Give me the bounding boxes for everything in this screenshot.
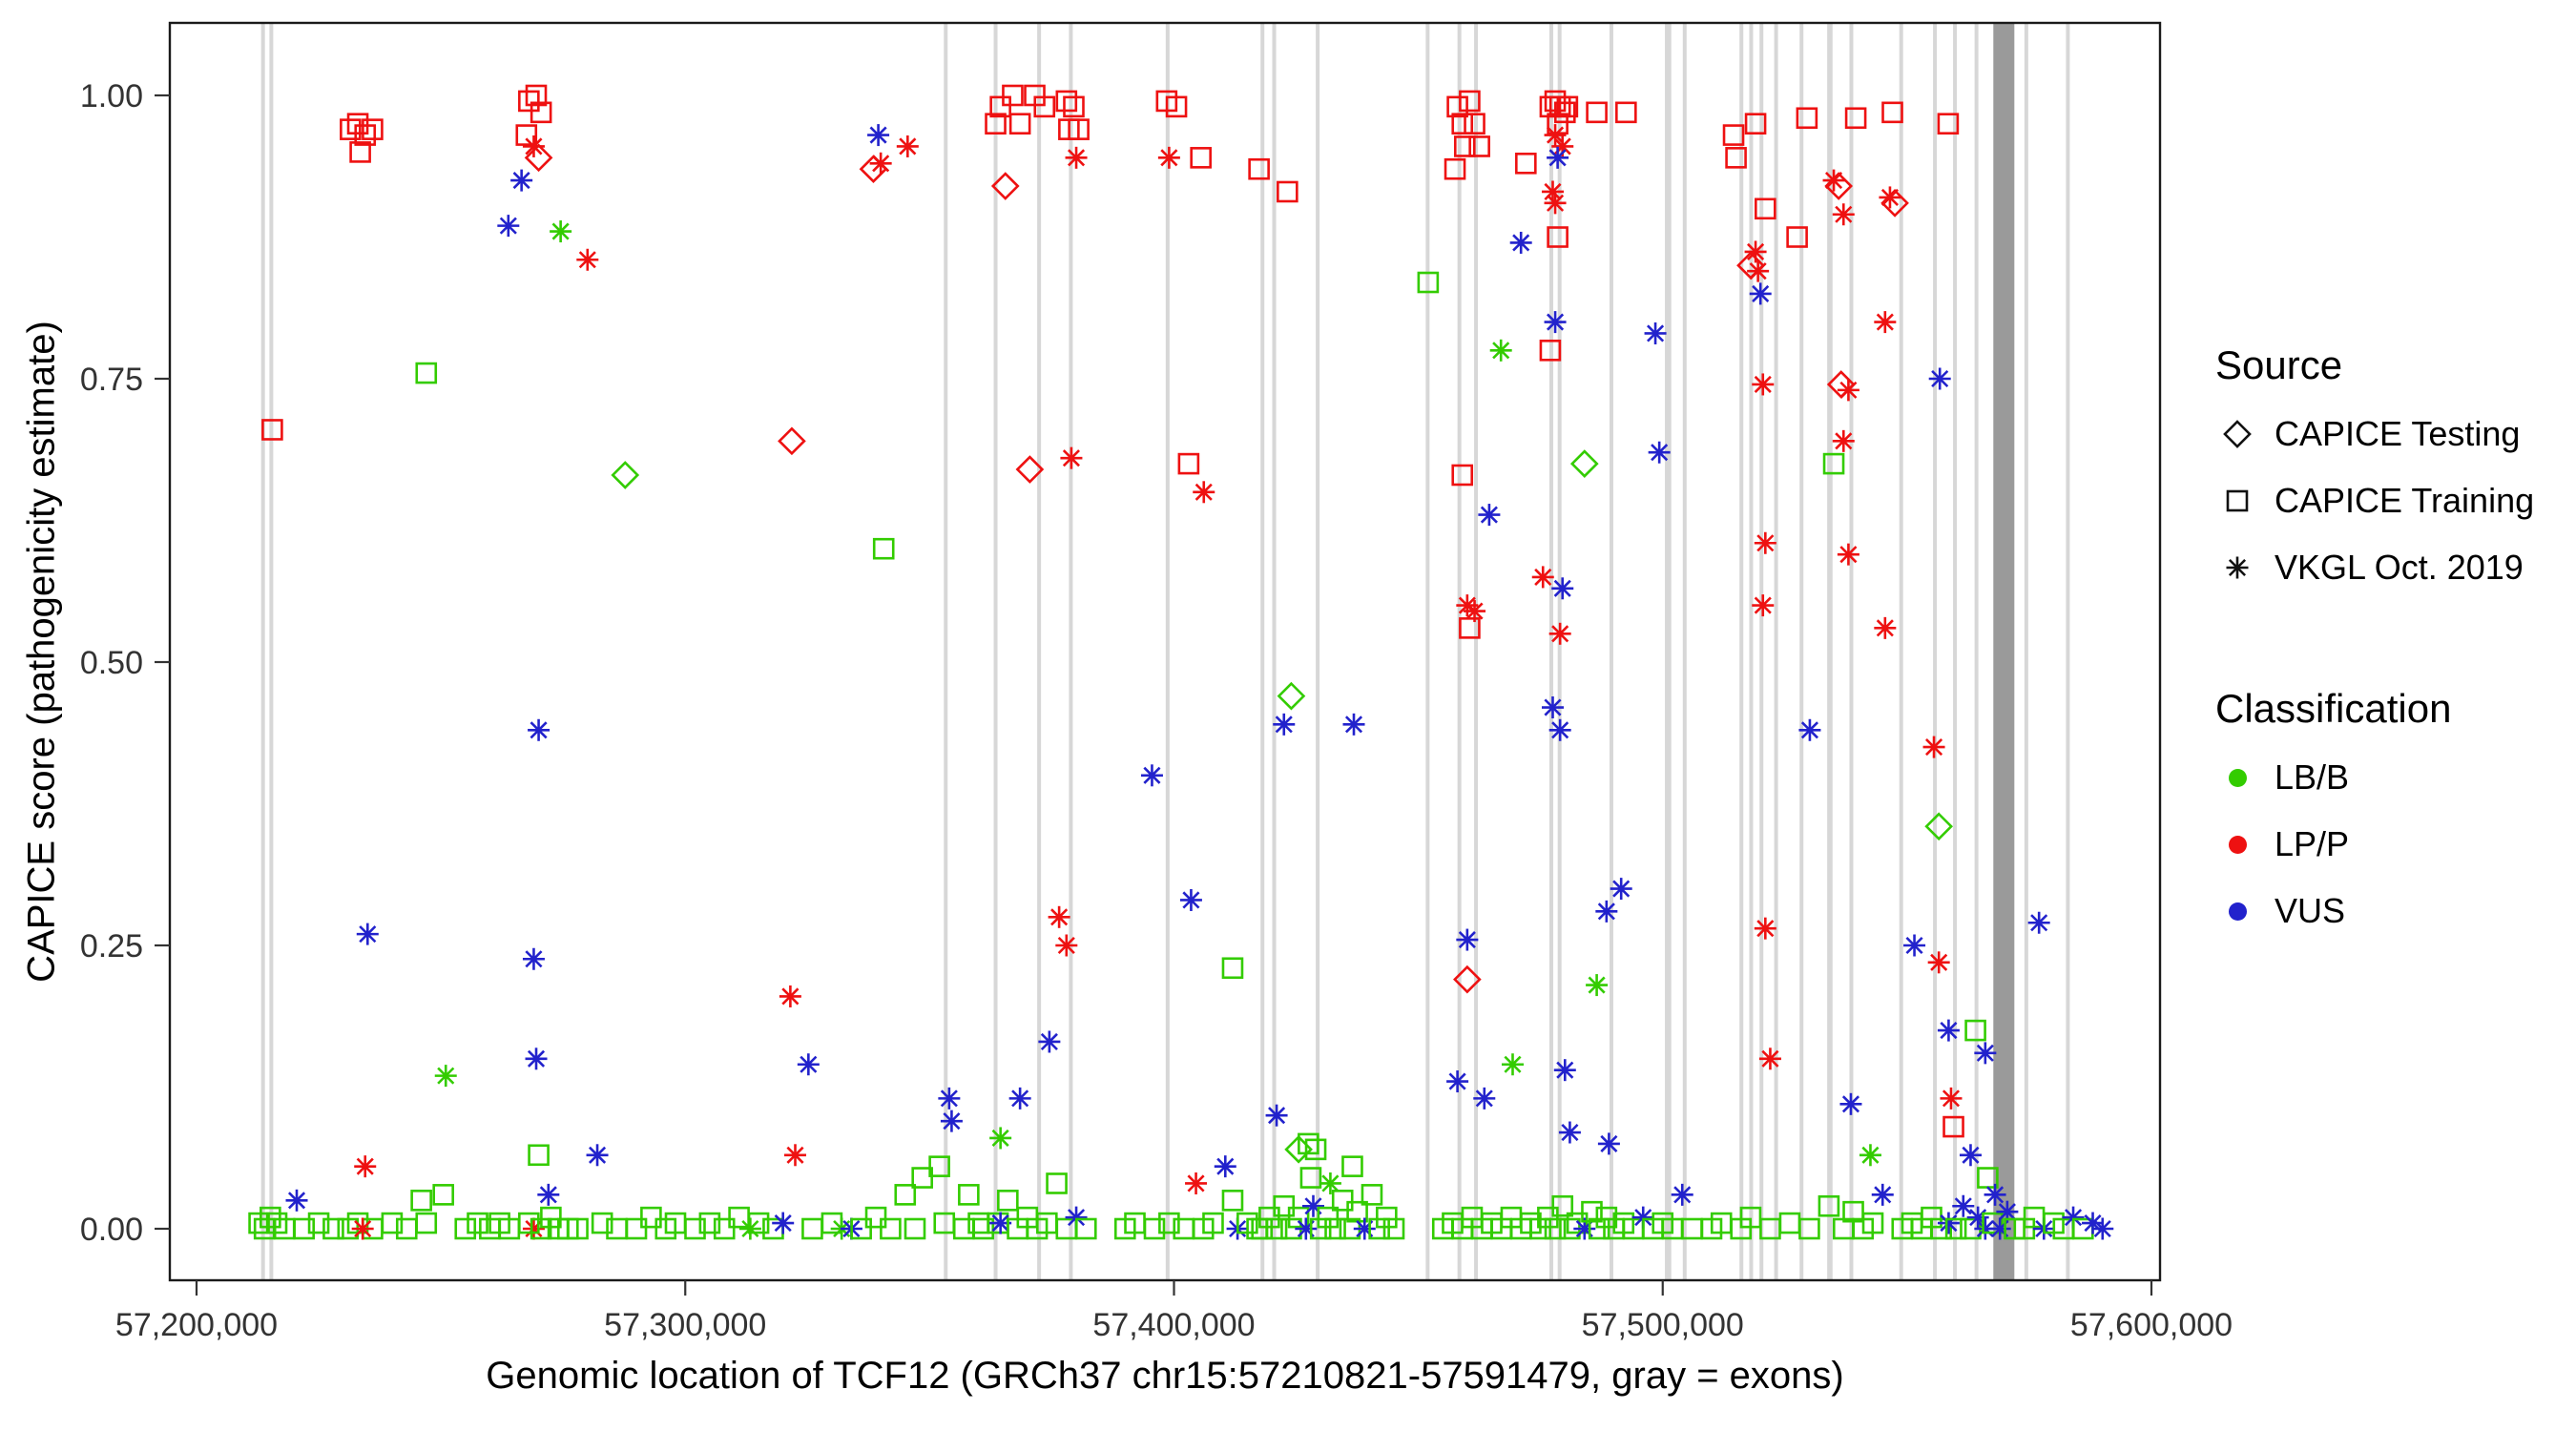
svg-text:57,200,000: 57,200,000 [115,1307,278,1343]
legend-classification-title: Classification [2215,686,2452,731]
legend-item-lbb: LB/B [2215,756,2534,799]
svg-text:0.25: 0.25 [80,928,143,964]
legend: Source CAPICE Testing CAPICE Training VK… [2215,342,2534,933]
legend-item-label: LP/P [2275,824,2350,863]
svg-text:57,400,000: 57,400,000 [1092,1307,1255,1343]
legend-item-label: LB/B [2275,757,2350,797]
legend-source-title: Source [2215,342,2343,387]
legend-item-lpp: LP/P [2215,822,2534,866]
svg-text:57,600,000: 57,600,000 [2070,1307,2233,1343]
svg-text:57,500,000: 57,500,000 [1582,1307,1744,1343]
svg-text:0.00: 0.00 [80,1212,143,1248]
legend-item-label: VUS [2275,891,2346,930]
svg-text:0.50: 0.50 [80,645,143,681]
red-dot-icon [2215,822,2259,866]
diamond-icon [2215,412,2259,456]
y-axis-title: CAPICE score (pathogenicity estimate) [20,321,63,983]
legend-item-vkgl: VKGL Oct. 2019 [2215,546,2534,590]
svg-text:0.75: 0.75 [80,362,143,398]
svg-text:57,300,000: 57,300,000 [604,1307,766,1343]
legend-item-capice-testing: CAPICE Testing [2215,412,2534,456]
svg-text:1.00: 1.00 [80,78,143,114]
green-dot-icon [2215,756,2259,799]
asterisk-icon [2215,546,2259,590]
legend-item-vus: VUS [2215,889,2534,933]
x-axis-title: Genomic location of TCF12 (GRCh37 chr15:… [486,1355,1844,1397]
square-icon [2215,479,2259,523]
legend-item-label: VKGL Oct. 2019 [2275,548,2524,587]
blue-dot-icon [2215,889,2259,933]
legend-item-capice-training: CAPICE Training [2215,479,2534,523]
legend-item-label: CAPICE Testing [2275,414,2521,453]
legend-item-label: CAPICE Training [2275,481,2535,520]
